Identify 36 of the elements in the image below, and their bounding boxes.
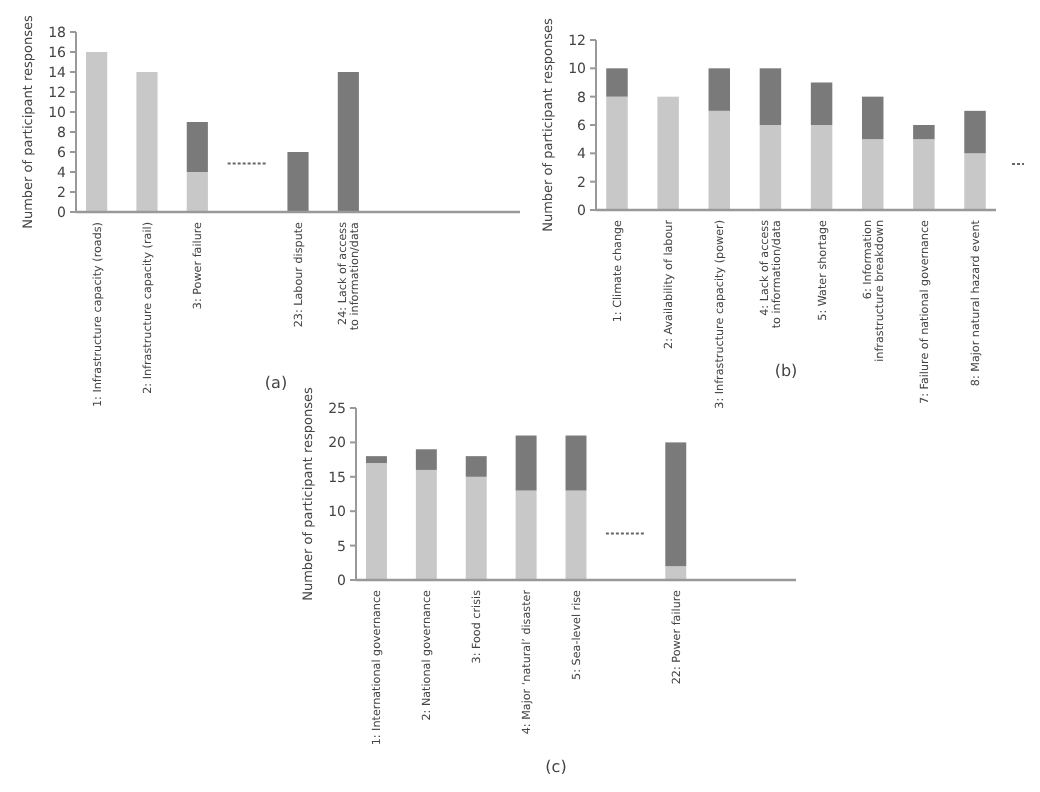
bar [136, 72, 158, 212]
bar [759, 68, 782, 125]
bar [964, 110, 986, 154]
text: (a) [264, 374, 288, 392]
bar [415, 449, 437, 470]
bar [565, 435, 587, 491]
bar [861, 96, 884, 140]
bar [810, 125, 833, 210]
bar [665, 442, 687, 567]
bar [287, 152, 309, 212]
bar [365, 463, 387, 580]
bar [186, 122, 208, 172]
bar [515, 435, 537, 491]
bar [665, 566, 687, 580]
text: (b) [774, 362, 798, 380]
bar [186, 172, 208, 212]
bar [565, 490, 587, 580]
bar [415, 469, 437, 580]
bar [465, 476, 487, 580]
bar [759, 125, 782, 210]
bar [337, 72, 359, 212]
bar [810, 82, 833, 125]
bar [606, 96, 628, 210]
bar [964, 153, 986, 210]
bar [86, 52, 108, 212]
bar [913, 139, 935, 210]
bar [708, 110, 731, 210]
bar [913, 125, 935, 140]
text: (c) [545, 758, 567, 776]
bar [515, 490, 537, 580]
bar [708, 68, 731, 111]
bar [657, 96, 679, 210]
bar [861, 139, 884, 210]
bar [365, 456, 387, 464]
bar [465, 456, 487, 477]
bar [606, 68, 628, 97]
